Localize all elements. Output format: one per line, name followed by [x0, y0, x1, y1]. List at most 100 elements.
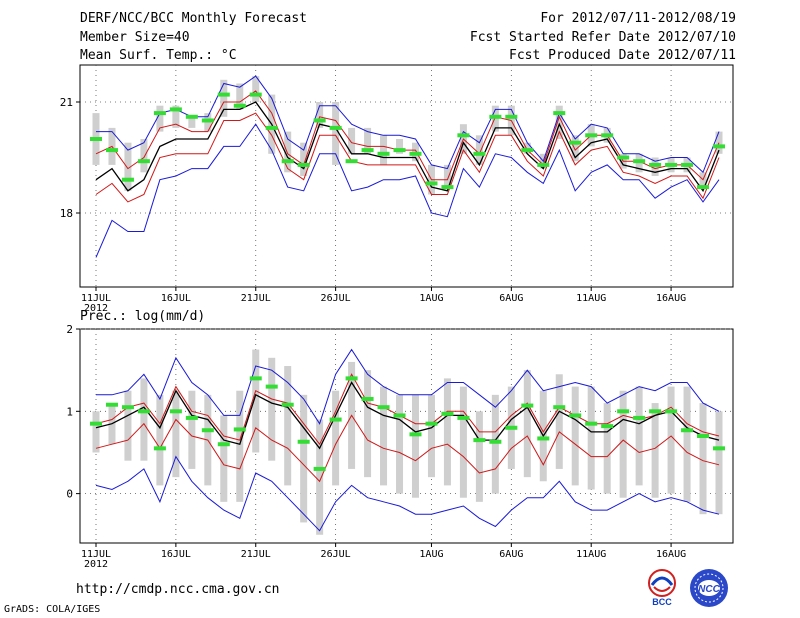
- ensemble-box: [396, 394, 404, 494]
- observed-marker: [553, 111, 566, 116]
- observed-marker: [121, 405, 134, 410]
- series-line-upper: [95, 90, 720, 181]
- observed-marker: [265, 125, 278, 130]
- observed-marker: [713, 446, 725, 451]
- observed-marker: [201, 428, 214, 433]
- x-tick-label: 16AUG: [656, 549, 686, 560]
- ensemble-box: [475, 135, 483, 165]
- observed-marker: [569, 413, 582, 418]
- series-line-min: [95, 123, 720, 258]
- precipitation-chart: 11JUL 16JUL 21JUL 26JUL 1AUG 6AUG 11AUG 16AUG20…: [66, 323, 734, 570]
- observed-marker: [489, 439, 502, 444]
- ensemble-box: [555, 105, 563, 139]
- observed-marker: [681, 428, 694, 433]
- ensemble-box: [236, 83, 244, 110]
- ensemble-box: [427, 394, 435, 478]
- ensemble-box: [332, 102, 340, 165]
- observed-marker: [569, 140, 582, 145]
- observed-marker: [233, 103, 246, 108]
- observed-marker: [665, 162, 678, 167]
- ensemble-box: [156, 105, 164, 132]
- observed-marker: [153, 446, 166, 451]
- series-line-max: [96, 348, 720, 425]
- ensemble-box: [156, 394, 164, 486]
- ensemble-box: [220, 415, 228, 502]
- x-tick-label: 21JUL: [241, 293, 271, 304]
- observed-marker: [649, 162, 662, 167]
- ensemble-box: [364, 370, 372, 478]
- series-line-mean: [95, 381, 720, 450]
- ensemble-box: [300, 394, 308, 523]
- observed-marker: [313, 466, 326, 471]
- ensemble-box: [667, 386, 675, 494]
- x-year-label: 2012: [84, 303, 108, 314]
- observed-marker: [377, 405, 390, 410]
- ensemble-box: [172, 105, 180, 128]
- observed-marker: [633, 415, 646, 420]
- source-url[interactable]: http://cmdp.ncc.cma.gov.cn: [76, 582, 280, 597]
- ensemble-box: [124, 142, 132, 191]
- x-tick-label: 6AUG: [499, 293, 523, 304]
- observed-marker: [185, 415, 198, 420]
- grads-credit: GrADS: COLA/IGES: [4, 604, 101, 615]
- observed-marker: [90, 421, 102, 426]
- observed-marker: [297, 439, 310, 444]
- member-size-label: Member Size=40: [80, 30, 190, 45]
- observed-marker: [169, 107, 182, 112]
- observed-marker: [553, 405, 566, 410]
- observed-marker: [201, 118, 214, 123]
- observed-marker: [457, 415, 470, 420]
- series-line-min: [95, 455, 720, 532]
- observed-marker: [441, 411, 454, 416]
- x-year-label: 2012: [84, 559, 108, 570]
- ensemble-box: [555, 374, 563, 469]
- ensemble-box: [316, 102, 324, 128]
- temperature-chart-title: Mean Surf. Temp.: °C: [80, 48, 237, 63]
- observed-marker: [601, 424, 614, 429]
- series-line-lower: [95, 414, 720, 483]
- temperature-chart: 11JUL 16JUL 21JUL 26JUL 1AUG 6AUG 11AUG 16AUG 20…: [60, 64, 734, 314]
- ensemble-box: [619, 390, 627, 498]
- observed-marker: [521, 403, 534, 408]
- ensemble-box: [715, 411, 723, 515]
- ensemble-box: [523, 370, 531, 478]
- ensemble-box: [475, 411, 483, 502]
- x-tick-label: 16JUL: [161, 549, 191, 560]
- ensemble-box: [140, 139, 148, 173]
- ensemble-box: [364, 127, 372, 154]
- ensemble-box: [587, 386, 595, 490]
- observed-marker: [617, 155, 630, 160]
- observed-marker: [377, 151, 390, 156]
- y-tick-label: 2: [66, 323, 73, 336]
- observed-marker: [393, 148, 406, 153]
- observed-marker: [537, 162, 550, 167]
- observed-marker: [185, 114, 198, 119]
- observed-marker: [713, 144, 725, 149]
- ensemble-box: [411, 394, 419, 498]
- ensemble-box: [380, 386, 388, 486]
- ensemble-box: [172, 390, 180, 478]
- observed-marker: [313, 118, 326, 123]
- observed-marker: [169, 409, 182, 414]
- observed-marker: [361, 396, 374, 401]
- observed-marker: [521, 148, 534, 153]
- observed-marker: [409, 432, 422, 437]
- forecast-period: For 2012/07/11-2012/08/19: [540, 11, 736, 26]
- observed-marker: [265, 384, 278, 389]
- ensemble-box: [459, 386, 467, 498]
- ensemble-box: [252, 76, 260, 102]
- ensemble-box: [571, 386, 579, 486]
- x-tick-label: 26JUL: [321, 293, 351, 304]
- ensemble-box: [683, 386, 691, 502]
- observed-marker: [361, 148, 374, 153]
- plot-frame: [79, 64, 734, 288]
- ensemble-box: [380, 135, 388, 165]
- observed-marker: [281, 159, 294, 164]
- y-tick-label: 18: [60, 207, 73, 220]
- observed-marker: [681, 162, 694, 167]
- observed-marker: [105, 148, 118, 153]
- ensemble-box: [124, 390, 132, 461]
- series-line-max: [96, 75, 720, 174]
- ensemble-box: [699, 403, 707, 515]
- ensemble-box: [188, 116, 196, 128]
